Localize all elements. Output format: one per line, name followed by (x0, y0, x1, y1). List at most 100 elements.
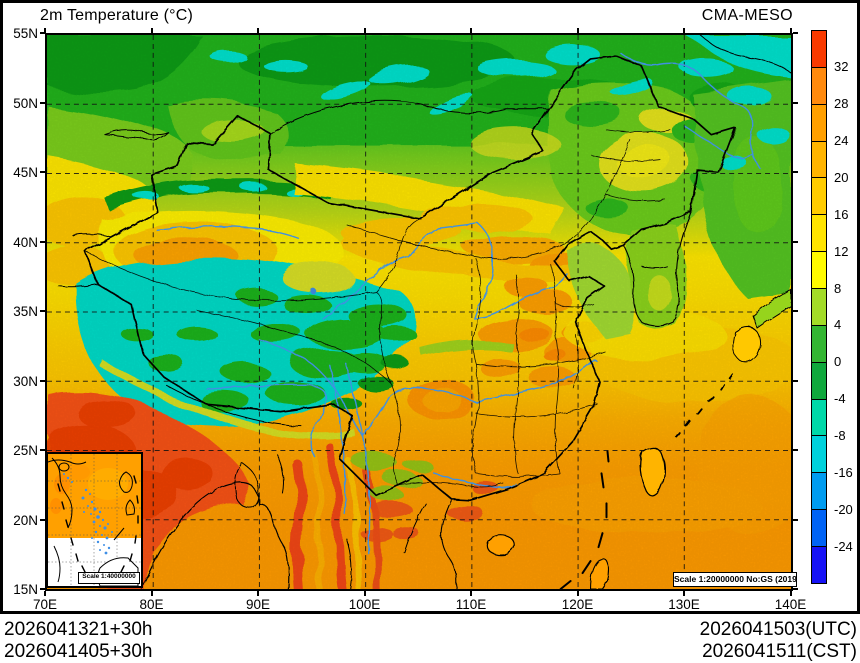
inset-scale-note: Scale 1:40000000 (78, 572, 140, 584)
colorbar-bar (811, 30, 827, 584)
lat-tick-label: 30N (13, 373, 38, 389)
lat-tick-right (793, 379, 798, 382)
lat-tick-right (793, 240, 798, 243)
model-name: CMA-MESO (701, 7, 793, 24)
lon-tick-top (683, 28, 685, 33)
lon-tick-label: 140E (774, 597, 807, 612)
colorbar-legend: 32 28 24 20 16 12 8 4 0 -4 -8 -16 -20 -24 (811, 30, 860, 584)
colorbar-tick-label: -24 (834, 539, 853, 555)
lat-tick-label: 55N (13, 26, 38, 41)
lat-tick-left (40, 32, 45, 34)
colorbar-segment (812, 178, 826, 216)
lat-tick-left (40, 449, 45, 451)
footer-init-time-cst: 2026041405+30h (4, 641, 153, 662)
lat-tick-right (793, 101, 798, 104)
colorbar-tick-label: -20 (834, 502, 853, 518)
footer-valid-time-utc: 2026041503(UTC) (699, 619, 857, 640)
colorbar-segment (812, 436, 826, 474)
graticule-gridlines (47, 35, 791, 589)
lat-tick-label: 20N (13, 512, 38, 528)
lat-tick-right (793, 171, 798, 173)
lat-tick-left (40, 171, 45, 173)
colorbar-tick-label: 8 (834, 280, 842, 296)
colorbar-segment (812, 289, 826, 326)
colorbar-tick-label: 4 (834, 317, 842, 333)
lat-tick-label: 40N (13, 234, 38, 250)
plot-title: 2m Temperature (°C) (40, 7, 194, 24)
lon-tick-bottom (363, 591, 366, 596)
lon-tick-bottom (150, 591, 153, 596)
south-china-sea-inset: Scale 1:40000000 (46, 452, 143, 588)
lat-tick-left (40, 101, 45, 104)
lat-tick-right (793, 310, 798, 312)
lon-tick-bottom (470, 591, 472, 596)
lat-tick-right (793, 449, 798, 451)
lon-tick-top (576, 28, 579, 33)
colorbar-segment (812, 31, 826, 68)
lon-tick-bottom (683, 591, 685, 596)
colorbar-segment (812, 104, 826, 142)
lon-tick-bottom (576, 591, 579, 596)
colorbar-segment (812, 399, 826, 437)
colorbar-tick-label: 24 (834, 132, 849, 148)
colorbar-segment (812, 215, 826, 253)
lon-tick-top (363, 28, 366, 33)
colorbar-segment (812, 510, 826, 548)
lat-tick-left (40, 310, 45, 312)
lat-tick-left (40, 588, 45, 590)
lon-tick-top (257, 28, 259, 33)
maritime-dash-line (559, 450, 610, 589)
lon-tick-top (44, 28, 46, 33)
colorbar-segment (812, 252, 826, 290)
lat-tick-right (793, 32, 798, 34)
islands (486, 289, 791, 589)
colorbar-tick-label: 16 (834, 206, 849, 222)
lon-tick-label: 130E (668, 597, 700, 612)
lat-tick-label: 35N (13, 304, 38, 319)
map-scale-note: Scale 1:20000000 No:GS (2019) 1786 (673, 572, 797, 587)
colorbar-segment (812, 473, 826, 511)
lat-tick-left (40, 518, 45, 521)
lon-tick-bottom (789, 591, 792, 596)
colorbar-tick-label: 0 (834, 354, 842, 370)
colorbar-tick-label: 28 (834, 95, 849, 111)
colorbar-tick-label: -8 (834, 428, 846, 444)
lon-tick-label: 110E (455, 597, 487, 612)
inset-map (48, 454, 141, 586)
province-borders (84, 129, 671, 488)
lon-tick-label: 120E (561, 597, 594, 612)
colorbar-tick-label: 12 (834, 243, 849, 259)
lat-tick-label: 50N (13, 95, 38, 111)
colorbar-tick-label: 32 (834, 58, 849, 74)
lon-tick-top (150, 28, 153, 33)
lat-tick-right (793, 518, 798, 521)
colorbar-tick-label: -4 (834, 391, 846, 407)
lon-tick-top (470, 28, 472, 33)
colorbar-tick-label: -16 (834, 465, 853, 481)
colorbar-segment (812, 141, 826, 179)
lat-tick-left (40, 240, 45, 243)
footer-init-time-utc: 2026041321+30h (4, 619, 153, 640)
country-borders (57, 35, 791, 589)
lat-tick-left (40, 379, 45, 382)
map-canvas: Scale 1:20000000 No:GS (2019) 1786 (45, 33, 797, 591)
lon-tick-label: 100E (348, 597, 381, 612)
lon-tick-label: 80E (139, 597, 164, 612)
lat-tick-right (793, 588, 798, 590)
lon-tick-bottom (44, 591, 46, 596)
colorbar-segment (812, 362, 826, 400)
colorbar-segment (812, 67, 826, 105)
inset-island-dots (63, 473, 113, 555)
colorbar-tick-label: 20 (834, 169, 849, 185)
lon-tick-bottom (257, 591, 259, 596)
colorbar-segment (812, 325, 826, 363)
lon-tick-label: 90E (245, 597, 271, 612)
lat-tick-label: 15N (13, 582, 38, 597)
lon-tick-label: 70E (32, 597, 58, 612)
lat-tick-label: 25N (13, 443, 38, 458)
footer-valid-time-cst: 2026041511(CST) (702, 641, 857, 662)
lon-tick-top (789, 28, 792, 33)
colorbar-segment (812, 547, 826, 583)
temperature-field-map (47, 35, 791, 589)
